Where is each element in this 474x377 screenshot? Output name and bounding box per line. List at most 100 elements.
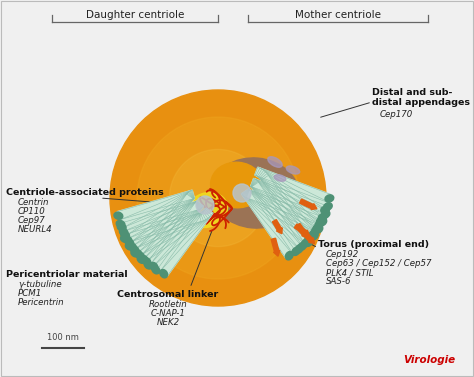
Text: NEK2: NEK2 bbox=[156, 318, 180, 327]
Polygon shape bbox=[141, 194, 193, 262]
Ellipse shape bbox=[298, 242, 306, 250]
Polygon shape bbox=[124, 213, 201, 243]
Polygon shape bbox=[261, 173, 318, 239]
Ellipse shape bbox=[186, 193, 228, 227]
Ellipse shape bbox=[321, 206, 329, 213]
Text: Centrin: Centrin bbox=[18, 198, 49, 207]
Ellipse shape bbox=[137, 252, 145, 260]
FancyArrow shape bbox=[273, 219, 282, 234]
Polygon shape bbox=[251, 181, 313, 241]
Polygon shape bbox=[151, 201, 203, 269]
Polygon shape bbox=[246, 190, 322, 225]
Polygon shape bbox=[133, 212, 206, 257]
Ellipse shape bbox=[306, 234, 314, 242]
Text: PCM1: PCM1 bbox=[18, 289, 42, 298]
Circle shape bbox=[110, 90, 326, 306]
Polygon shape bbox=[242, 189, 293, 258]
Text: CP110: CP110 bbox=[18, 207, 46, 216]
Ellipse shape bbox=[304, 237, 312, 245]
Polygon shape bbox=[144, 201, 202, 265]
Ellipse shape bbox=[120, 235, 129, 242]
Polygon shape bbox=[130, 192, 194, 250]
Text: NEURL4: NEURL4 bbox=[18, 225, 53, 234]
Text: Virologie: Virologie bbox=[403, 355, 455, 365]
Polygon shape bbox=[137, 201, 202, 259]
Ellipse shape bbox=[295, 245, 303, 253]
FancyArrow shape bbox=[271, 238, 280, 256]
Ellipse shape bbox=[319, 218, 327, 226]
Ellipse shape bbox=[125, 239, 134, 247]
Ellipse shape bbox=[116, 221, 125, 228]
Polygon shape bbox=[251, 179, 324, 221]
Polygon shape bbox=[122, 191, 194, 236]
Polygon shape bbox=[243, 189, 305, 250]
Ellipse shape bbox=[144, 261, 153, 269]
Text: Torus (proximal end): Torus (proximal end) bbox=[318, 240, 429, 249]
Polygon shape bbox=[251, 179, 321, 228]
Text: Centriole-associated proteins: Centriole-associated proteins bbox=[6, 188, 164, 197]
Polygon shape bbox=[244, 189, 310, 244]
FancyArrow shape bbox=[300, 199, 317, 210]
Polygon shape bbox=[139, 211, 208, 263]
Polygon shape bbox=[132, 201, 201, 253]
Ellipse shape bbox=[325, 195, 334, 202]
Ellipse shape bbox=[318, 213, 327, 221]
Ellipse shape bbox=[321, 210, 330, 218]
Polygon shape bbox=[251, 180, 318, 234]
Ellipse shape bbox=[160, 270, 168, 278]
Polygon shape bbox=[120, 202, 198, 231]
Text: Daughter centriole: Daughter centriole bbox=[86, 10, 184, 20]
Text: Cep97: Cep97 bbox=[18, 216, 46, 225]
FancyArrow shape bbox=[299, 228, 315, 244]
Ellipse shape bbox=[123, 236, 132, 244]
Ellipse shape bbox=[117, 224, 126, 231]
Ellipse shape bbox=[140, 255, 148, 264]
Ellipse shape bbox=[119, 228, 128, 236]
Polygon shape bbox=[251, 182, 302, 251]
Text: Pericentriolar material: Pericentriolar material bbox=[6, 270, 128, 279]
Ellipse shape bbox=[315, 221, 323, 228]
Ellipse shape bbox=[114, 212, 123, 219]
FancyArrow shape bbox=[294, 224, 310, 236]
Ellipse shape bbox=[130, 246, 139, 253]
Ellipse shape bbox=[315, 225, 323, 233]
Text: PLK4 / STIL: PLK4 / STIL bbox=[326, 268, 374, 277]
Circle shape bbox=[196, 196, 214, 214]
Text: SAS-6: SAS-6 bbox=[326, 277, 352, 286]
Ellipse shape bbox=[152, 266, 160, 274]
Ellipse shape bbox=[301, 239, 309, 248]
Ellipse shape bbox=[143, 257, 151, 266]
Ellipse shape bbox=[305, 238, 313, 246]
Polygon shape bbox=[128, 213, 203, 250]
Ellipse shape bbox=[150, 262, 158, 271]
Polygon shape bbox=[246, 190, 319, 232]
Ellipse shape bbox=[121, 231, 129, 239]
Text: Pericentrin: Pericentrin bbox=[18, 298, 64, 307]
Ellipse shape bbox=[274, 175, 286, 181]
FancyArrow shape bbox=[296, 224, 307, 238]
Polygon shape bbox=[256, 168, 330, 210]
Polygon shape bbox=[160, 208, 213, 276]
Ellipse shape bbox=[210, 162, 264, 208]
Ellipse shape bbox=[310, 232, 318, 240]
Ellipse shape bbox=[317, 217, 325, 225]
Polygon shape bbox=[119, 190, 194, 228]
Polygon shape bbox=[128, 202, 200, 247]
Polygon shape bbox=[117, 190, 194, 220]
Ellipse shape bbox=[128, 243, 137, 251]
Ellipse shape bbox=[137, 256, 146, 264]
Text: Centrosomal linker: Centrosomal linker bbox=[118, 290, 219, 299]
Polygon shape bbox=[251, 178, 327, 214]
Polygon shape bbox=[153, 209, 211, 273]
Ellipse shape bbox=[211, 158, 299, 228]
Polygon shape bbox=[251, 181, 308, 246]
Text: Rootletin: Rootletin bbox=[149, 300, 187, 309]
Ellipse shape bbox=[286, 166, 300, 174]
Polygon shape bbox=[124, 202, 199, 239]
Ellipse shape bbox=[292, 247, 300, 256]
Circle shape bbox=[233, 184, 251, 202]
Polygon shape bbox=[146, 210, 210, 268]
Polygon shape bbox=[258, 170, 325, 225]
Polygon shape bbox=[242, 189, 299, 254]
Ellipse shape bbox=[285, 251, 293, 260]
